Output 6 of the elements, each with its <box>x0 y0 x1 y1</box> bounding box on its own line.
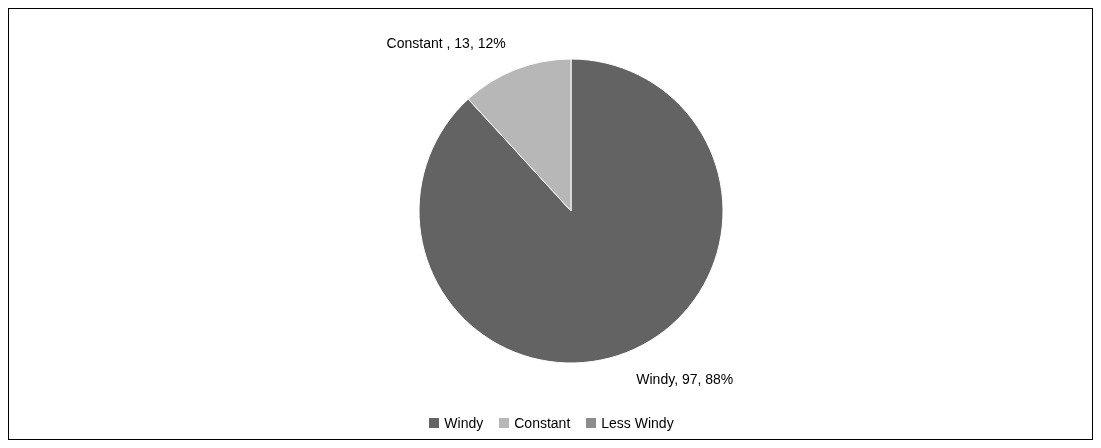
data-label: Windy, 97, 88% <box>636 370 734 387</box>
pie-slice <box>418 58 724 364</box>
legend-label: Less Windy <box>601 415 674 431</box>
legend-label: Constant <box>514 415 571 431</box>
legend-label: Windy <box>444 415 484 431</box>
data-label: Constant , 13, 12% <box>386 35 506 52</box>
